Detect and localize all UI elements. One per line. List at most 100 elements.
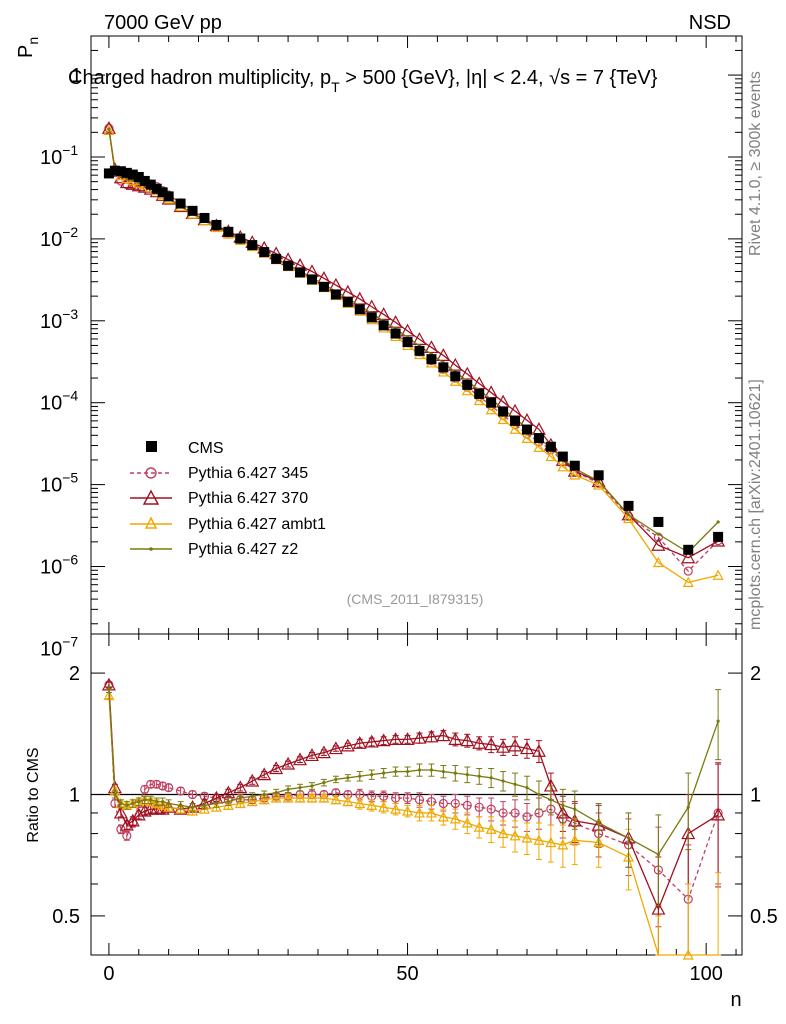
data-point: [533, 441, 545, 452]
rivet-label: Rivet 4.1.0, ≥ 300k events: [747, 71, 764, 256]
ratio-point: [425, 807, 437, 818]
ratio-point: [393, 769, 398, 774]
ratio-point: [334, 777, 338, 782]
ratio-point: [519, 741, 535, 755]
main-ylabel: Pn: [15, 37, 41, 58]
x-tick-label: 50: [396, 963, 418, 985]
ratio-point: [414, 795, 425, 805]
data-point: [223, 226, 234, 237]
legend-marker-ambt1: [144, 516, 158, 529]
data-point: [681, 550, 696, 564]
ratio-point: [489, 776, 493, 780]
ratio-point: [354, 797, 366, 809]
data-point: [342, 296, 353, 307]
data-point: [498, 406, 509, 417]
data-point: [107, 127, 111, 131]
ratio-point: [143, 798, 147, 802]
main-ticks: 1 10−1 10−2 10−3 10−4 10−5 10−6 10−7: [40, 35, 742, 660]
data-point: [626, 513, 631, 517]
data-point: [175, 198, 186, 209]
series-cms: [103, 165, 724, 555]
data-point: [247, 240, 258, 251]
ratio-point: [175, 786, 186, 796]
ratio-point: [310, 784, 314, 788]
data-point: [306, 274, 317, 285]
ratio-point: [366, 799, 378, 810]
ratio-point: [322, 781, 326, 785]
data-point: [485, 403, 497, 415]
y-tick-label: 10−5: [40, 470, 78, 497]
ratio-point: [448, 732, 463, 745]
ratio-point: [509, 830, 521, 841]
ratio-point: [438, 798, 448, 809]
data-point: [295, 267, 306, 278]
ratio-y-tick-label: 1: [69, 785, 80, 807]
legend-marker-cms: [146, 441, 157, 452]
ratio-series: [101, 677, 726, 960]
ratio-point: [318, 792, 330, 803]
ratio-point: [238, 796, 242, 800]
data-point: [623, 500, 634, 511]
y-tick-label: 10−3: [40, 306, 78, 333]
data-point: [652, 556, 664, 568]
data-point: [352, 291, 367, 305]
ratio-point: [113, 805, 128, 819]
ratio-point: [107, 688, 111, 692]
ratio-point: [340, 738, 355, 752]
ratio-series-z2: [105, 686, 722, 907]
data-point: [402, 337, 413, 348]
ratio-point: [531, 744, 546, 757]
ratio-ylabel: Ratio to CMS: [25, 747, 42, 842]
ratio-point: [352, 735, 367, 749]
ratio-point: [533, 834, 545, 845]
ratio-point: [370, 773, 374, 777]
main-series: [101, 120, 726, 587]
main-ylabel-p: P: [15, 45, 37, 58]
title-part-a: Charged hadron multiplicity, p: [68, 67, 331, 89]
data-point: [651, 537, 666, 551]
ratio-point: [597, 821, 601, 825]
y-tick-label: 10−2: [40, 224, 78, 251]
ratio-point: [686, 805, 690, 809]
ratio-point: [390, 793, 401, 803]
data-point: [509, 423, 521, 434]
ratio-point: [472, 735, 487, 749]
ratio-point: [402, 805, 414, 816]
ratio-point: [246, 795, 258, 807]
ratio-point: [485, 823, 497, 834]
data-point: [109, 165, 120, 176]
ratio-point: [441, 769, 445, 774]
ratio-point: [298, 786, 302, 790]
ratio-point: [137, 800, 141, 804]
ratio-point: [131, 801, 135, 806]
legend-label-z2: Pythia 6.427 z2: [188, 541, 298, 558]
legend-label-345: Pythia 6.427 345: [188, 465, 308, 482]
ratio-point: [510, 808, 520, 818]
ratio-point: [522, 812, 532, 822]
data-point: [713, 531, 724, 542]
data-point: [436, 348, 451, 362]
ratio-y-tick-label-right: 1: [750, 785, 761, 807]
data-point: [199, 212, 210, 223]
ratio-point: [304, 748, 319, 762]
ratio-point: [158, 781, 168, 791]
ratio-point: [131, 807, 146, 821]
process-label: NSD: [689, 12, 731, 34]
data-point: [127, 169, 138, 180]
data-point: [187, 205, 198, 216]
ratio-point: [486, 804, 496, 814]
y-tick-label: 10−6: [40, 552, 78, 579]
ratio-point: [328, 741, 343, 755]
data-point: [683, 544, 694, 555]
data-point: [484, 385, 499, 399]
ratio-point: [651, 901, 666, 915]
data-point: [623, 512, 635, 524]
legend-label-370: Pythia 6.427 370: [188, 490, 308, 507]
data-point: [712, 569, 724, 580]
ratio-series-345: [104, 680, 723, 956]
ratio-point: [226, 800, 230, 804]
ratio-point: [178, 803, 183, 807]
data-point: [461, 384, 473, 396]
ratio-y-tick-label: 0.5: [52, 906, 80, 928]
ratio-point: [152, 779, 162, 789]
